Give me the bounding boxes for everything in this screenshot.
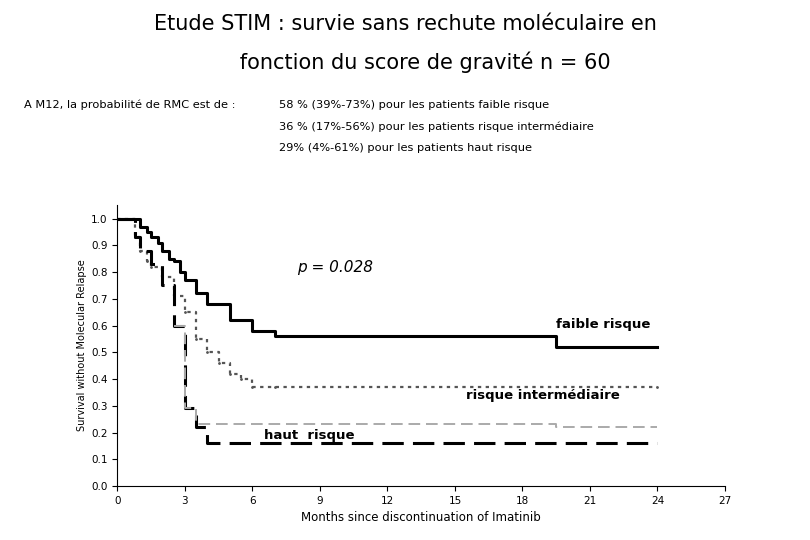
- Text: 36 % (17%-56%) pour les patients risque intermédiaire: 36 % (17%-56%) pour les patients risque …: [279, 122, 595, 132]
- Text: Etude STIM : survie sans rechute moléculaire en: Etude STIM : survie sans rechute molécul…: [154, 14, 656, 33]
- Text: haut  risque: haut risque: [264, 429, 354, 442]
- Text: 29% (4%-61%) pour les patients haut risque: 29% (4%-61%) pour les patients haut risq…: [279, 143, 532, 153]
- Y-axis label: Survival without Molecular Relapse: Survival without Molecular Relapse: [77, 260, 87, 431]
- Text: 58 % (39%-73%) pour les patients faible risque: 58 % (39%-73%) pour les patients faible …: [279, 100, 549, 110]
- Text: p = 0.028: p = 0.028: [297, 260, 373, 275]
- Text: risque intermédiaire: risque intermédiaire: [467, 389, 620, 402]
- Text: fonction du score de gravité n = 60: fonction du score de gravité n = 60: [200, 51, 610, 73]
- Text: faible risque: faible risque: [556, 318, 650, 331]
- Text: A M12, la probabilité de RMC est de :: A M12, la probabilité de RMC est de :: [24, 100, 236, 110]
- X-axis label: Months since discontinuation of Imatinib: Months since discontinuation of Imatinib: [301, 511, 541, 524]
